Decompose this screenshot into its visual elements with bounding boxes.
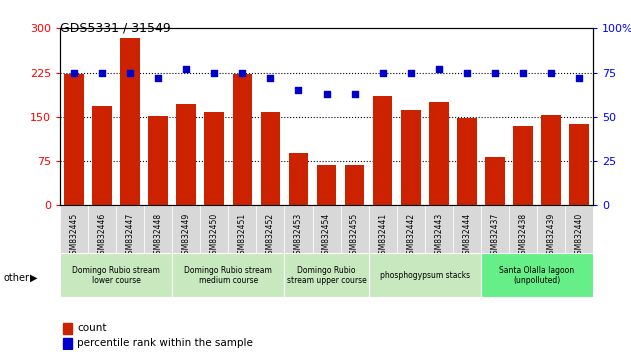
Bar	[373, 96, 392, 205]
Bar	[116, 205, 144, 253]
Bar	[369, 205, 397, 253]
Point	[125, 70, 135, 75]
Bar	[285, 205, 312, 253]
Bar	[256, 205, 285, 253]
Bar	[177, 104, 196, 205]
Bar	[453, 205, 481, 253]
Point	[350, 91, 360, 97]
Point	[237, 70, 247, 75]
Text: GSM832445: GSM832445	[69, 212, 78, 259]
Bar	[88, 205, 116, 253]
Bar	[261, 112, 280, 205]
Point	[293, 87, 304, 93]
Point	[462, 70, 472, 75]
Bar	[228, 205, 256, 253]
Text: Santa Olalla lagoon
(unpolluted): Santa Olalla lagoon (unpolluted)	[500, 266, 575, 285]
Bar	[172, 253, 285, 297]
Text: Domingo Rubio stream
lower course: Domingo Rubio stream lower course	[72, 266, 160, 285]
Text: percentile rank within the sample: percentile rank within the sample	[77, 338, 253, 348]
Point	[321, 91, 332, 97]
Bar	[60, 253, 172, 297]
Text: GSM832449: GSM832449	[182, 212, 191, 259]
Point	[377, 70, 387, 75]
Bar	[92, 106, 112, 205]
Bar	[345, 165, 365, 205]
Point	[518, 70, 528, 75]
Text: GSM832437: GSM832437	[490, 212, 499, 259]
Text: phosphogypsum stacks: phosphogypsum stacks	[380, 271, 470, 280]
Bar	[565, 205, 593, 253]
Bar	[425, 205, 453, 253]
Text: GSM832454: GSM832454	[322, 212, 331, 259]
Bar	[341, 205, 369, 253]
Bar	[485, 157, 505, 205]
Bar	[541, 115, 561, 205]
Point	[433, 66, 444, 72]
Bar	[172, 205, 200, 253]
Bar	[457, 118, 476, 205]
Text: GSM832450: GSM832450	[209, 212, 219, 259]
Text: GSM832439: GSM832439	[546, 212, 555, 259]
Bar	[121, 38, 140, 205]
Point	[181, 66, 191, 72]
Bar	[429, 102, 449, 205]
Point	[406, 70, 416, 75]
Bar	[401, 110, 420, 205]
Text: GSM832455: GSM832455	[350, 212, 359, 259]
Text: Domingo Rubio stream
medium course: Domingo Rubio stream medium course	[184, 266, 272, 285]
Text: GSM832438: GSM832438	[519, 212, 528, 259]
Bar	[569, 125, 589, 205]
Text: GSM832443: GSM832443	[434, 212, 444, 259]
Point	[546, 70, 556, 75]
Text: GSM832442: GSM832442	[406, 212, 415, 259]
Bar	[233, 74, 252, 205]
Point	[490, 70, 500, 75]
Text: GSM832440: GSM832440	[575, 212, 584, 259]
Text: count: count	[77, 323, 107, 333]
Text: GSM832453: GSM832453	[294, 212, 303, 259]
Text: GSM832447: GSM832447	[126, 212, 134, 259]
Point	[574, 75, 584, 81]
Bar	[312, 205, 341, 253]
Text: other: other	[3, 273, 29, 283]
Text: ▶: ▶	[30, 273, 38, 283]
Text: GSM832446: GSM832446	[98, 212, 107, 259]
Point	[266, 75, 276, 81]
Text: GSM832441: GSM832441	[378, 212, 387, 259]
Bar	[62, 338, 72, 349]
Bar	[288, 153, 309, 205]
Point	[69, 70, 79, 75]
Point	[153, 75, 163, 81]
Bar	[369, 253, 481, 297]
Text: Domingo Rubio
stream upper course: Domingo Rubio stream upper course	[286, 266, 367, 285]
Bar	[317, 165, 336, 205]
Bar	[60, 205, 88, 253]
Text: GSM832444: GSM832444	[463, 212, 471, 259]
Bar	[148, 116, 168, 205]
Bar	[509, 205, 537, 253]
Text: GSM832448: GSM832448	[154, 212, 163, 259]
Bar	[144, 205, 172, 253]
Bar	[200, 205, 228, 253]
Bar	[481, 253, 593, 297]
Bar	[64, 74, 84, 205]
Bar	[513, 126, 533, 205]
Bar	[285, 253, 369, 297]
Text: GDS5331 / 31549: GDS5331 / 31549	[60, 21, 171, 34]
Point	[209, 70, 220, 75]
Bar	[481, 205, 509, 253]
Text: GSM832452: GSM832452	[266, 212, 275, 259]
Text: GSM832451: GSM832451	[238, 212, 247, 259]
Point	[97, 70, 107, 75]
Bar	[397, 205, 425, 253]
Bar	[62, 323, 72, 334]
Bar	[204, 112, 224, 205]
Bar	[537, 205, 565, 253]
